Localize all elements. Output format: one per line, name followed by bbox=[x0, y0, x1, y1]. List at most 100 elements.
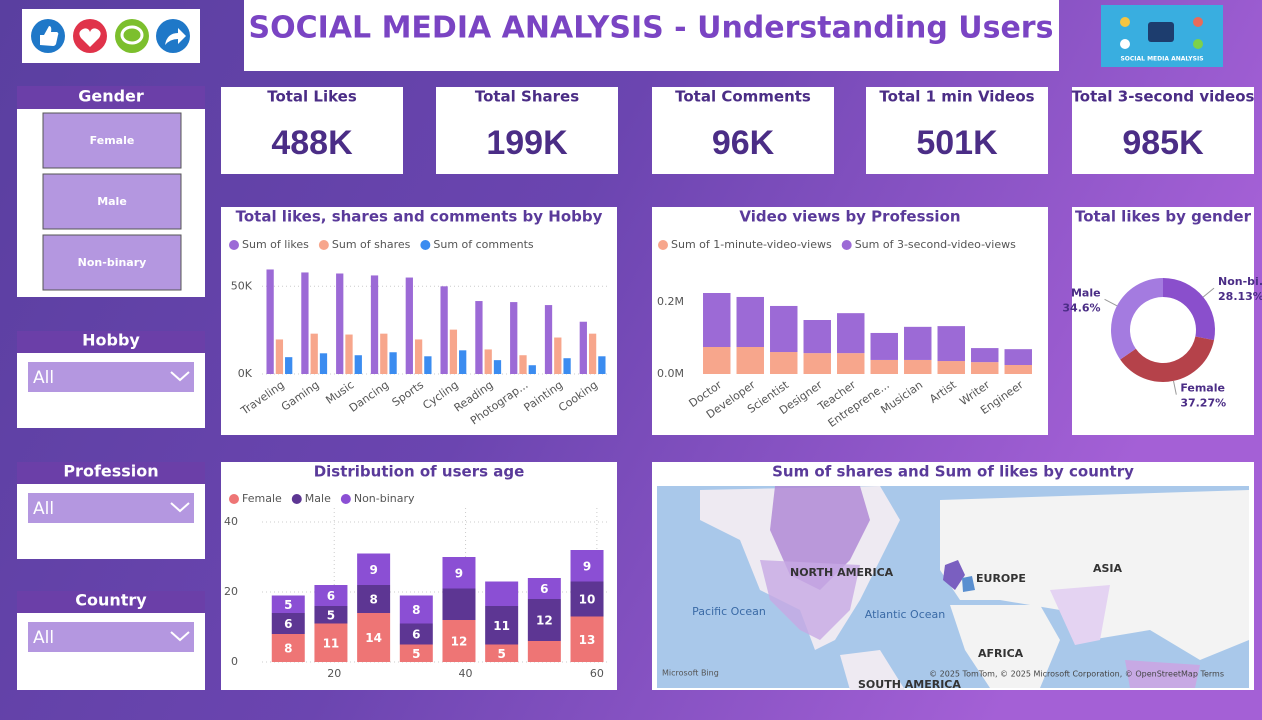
bar-segment bbox=[570, 616, 604, 662]
kpi-card bbox=[436, 87, 618, 174]
bar bbox=[345, 334, 353, 374]
bar bbox=[544, 305, 553, 374]
bar-segment bbox=[703, 293, 731, 347]
share-glyph bbox=[165, 28, 186, 45]
kpi-label: Total 3-second videos bbox=[1072, 88, 1255, 106]
bar-segment bbox=[837, 353, 865, 374]
bar-segment bbox=[870, 332, 898, 360]
data-label: 12 bbox=[451, 635, 468, 649]
legend-swatch bbox=[229, 494, 239, 504]
legend-label: Non-binary bbox=[354, 492, 415, 505]
legend-swatch bbox=[291, 494, 302, 504]
data-label: 9 bbox=[369, 563, 377, 577]
like-glyph bbox=[40, 26, 59, 46]
slicer-header bbox=[17, 462, 205, 484]
kpi-card bbox=[221, 87, 403, 174]
legend-swatch bbox=[340, 494, 351, 504]
bar bbox=[579, 321, 587, 374]
data-label: 10 bbox=[579, 593, 596, 607]
highlighted-country bbox=[943, 560, 965, 590]
bar-segment bbox=[271, 613, 305, 634]
dropdown-value: All bbox=[33, 628, 54, 648]
dropdown[interactable] bbox=[28, 622, 194, 652]
bar bbox=[266, 269, 274, 374]
bar-segment bbox=[1004, 365, 1032, 374]
slicer-option[interactable] bbox=[42, 112, 182, 169]
data-label: 6 bbox=[327, 589, 335, 603]
bar-segment bbox=[357, 613, 391, 662]
bar-segment bbox=[803, 353, 831, 374]
bar-segment bbox=[570, 581, 604, 617]
data-label: 14 bbox=[365, 631, 382, 645]
legend-swatch bbox=[658, 240, 668, 250]
legend-label: Sum of likes bbox=[242, 238, 309, 251]
bar bbox=[380, 333, 388, 374]
bar-segment bbox=[971, 348, 999, 363]
legend-swatch bbox=[229, 240, 239, 250]
slice-value: 34.6% bbox=[1062, 301, 1100, 314]
land bbox=[950, 605, 1060, 688]
dropdown-value: All bbox=[33, 368, 54, 388]
data-label: 9 bbox=[455, 566, 463, 580]
kpi-label: Total Comments bbox=[675, 88, 811, 106]
kpi-value: 96K bbox=[712, 124, 775, 162]
highlighted-country bbox=[962, 576, 975, 592]
legend-swatch bbox=[318, 240, 329, 250]
y-tick-label: 0.2M bbox=[657, 295, 684, 308]
bar-segment bbox=[399, 644, 433, 662]
bar bbox=[598, 356, 606, 374]
bar-segment bbox=[442, 588, 476, 620]
bar-segment bbox=[314, 585, 348, 606]
bar bbox=[528, 365, 536, 374]
chevron bbox=[170, 371, 190, 382]
legend-label: Female bbox=[242, 492, 282, 505]
bar-segment bbox=[527, 599, 561, 641]
bar-segment bbox=[937, 326, 965, 362]
map-label: AFRICA bbox=[978, 647, 1024, 660]
leader-line bbox=[1173, 380, 1177, 395]
bar-segment bbox=[442, 620, 476, 662]
bar-segment bbox=[904, 326, 932, 360]
bar bbox=[440, 286, 448, 374]
slicer-title: Hobby bbox=[82, 331, 140, 350]
data-label: 11 bbox=[323, 636, 340, 650]
kpi-card bbox=[866, 87, 1048, 174]
slice-label: Male bbox=[1071, 286, 1101, 299]
dropdown[interactable] bbox=[28, 493, 194, 523]
slicer-option[interactable] bbox=[42, 173, 182, 230]
comment-glyph bbox=[120, 25, 144, 45]
highlighted-country bbox=[1050, 585, 1110, 645]
logo-dot bbox=[1193, 17, 1203, 27]
logo-text: SOCIAL MEDIA ANALYSIS bbox=[1120, 56, 1203, 63]
bar-segment bbox=[770, 352, 798, 374]
slicer-header bbox=[17, 86, 205, 109]
title-box bbox=[244, 0, 1059, 71]
slicer-option-label: Male bbox=[97, 195, 127, 208]
highlighted-country bbox=[1125, 660, 1200, 688]
y-tick-label: 50K bbox=[231, 279, 253, 292]
bar bbox=[370, 275, 379, 374]
map-label: SOUTH AMERICA bbox=[858, 678, 961, 691]
bar-segment bbox=[399, 623, 433, 645]
slicer-option[interactable] bbox=[42, 234, 182, 291]
bar-segment bbox=[870, 359, 898, 374]
logo-dot bbox=[1120, 39, 1130, 49]
map-label: Pacific Ocean bbox=[692, 605, 766, 618]
heart-glyph bbox=[79, 28, 101, 47]
bar-segment bbox=[736, 347, 764, 374]
legend-label: Sum of 3-second-video-views bbox=[855, 238, 1016, 251]
bar-segment bbox=[703, 347, 731, 374]
leader-line bbox=[1104, 298, 1118, 307]
highlighted-country bbox=[760, 560, 860, 640]
legend-label: Sum of comments bbox=[433, 238, 534, 251]
donut-slice bbox=[1163, 278, 1215, 341]
bar-segment bbox=[271, 634, 305, 662]
bar bbox=[389, 352, 397, 374]
data-label: 8 bbox=[284, 642, 292, 656]
bar-segment bbox=[837, 313, 865, 354]
map-label: NORTH AMERICA bbox=[790, 566, 894, 579]
slicer-header bbox=[17, 331, 205, 353]
bar bbox=[310, 333, 318, 374]
dropdown[interactable] bbox=[28, 362, 194, 392]
bar-segment bbox=[736, 296, 764, 347]
